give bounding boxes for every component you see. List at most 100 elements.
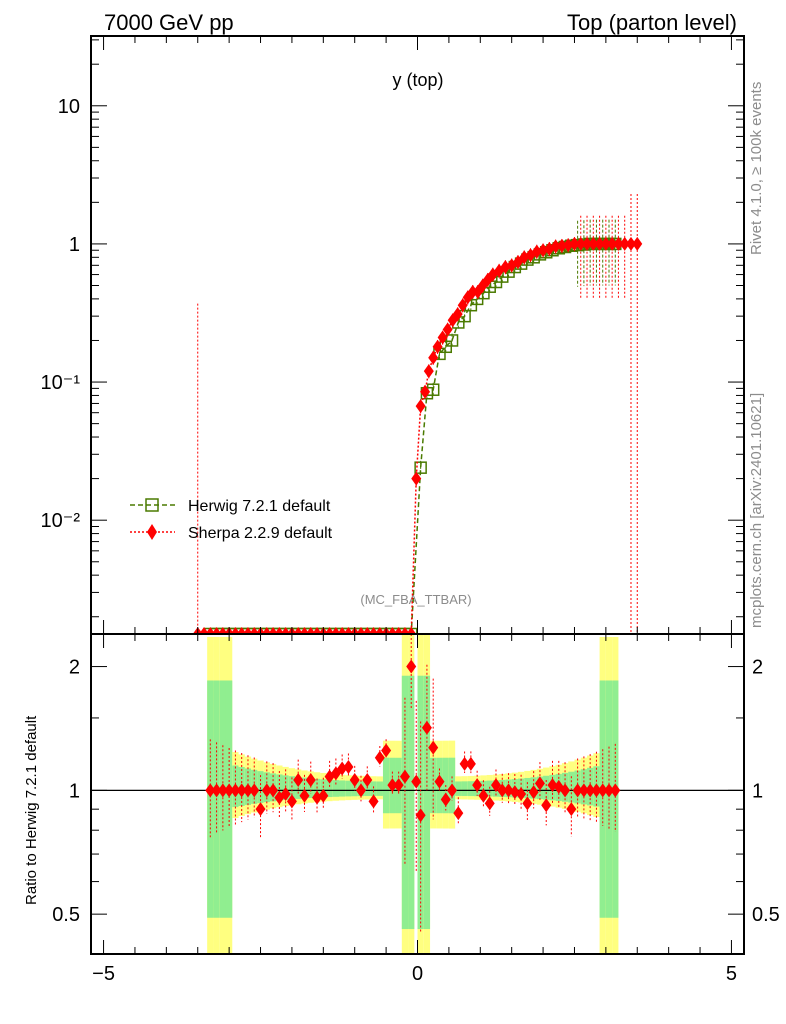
y-tick-label: 10 — [58, 96, 80, 118]
mc-band-green — [339, 780, 346, 797]
mc-band-green — [364, 781, 371, 797]
sherpa-marker — [312, 627, 323, 634]
y-tick-label: 10⁻¹ — [41, 372, 81, 394]
y-tick-label: 2 — [69, 657, 80, 679]
sherpa-marker — [432, 339, 443, 354]
sherpa-marker — [293, 627, 304, 634]
sherpa-marker — [230, 627, 241, 634]
y-tick-label-right: 0.5 — [752, 904, 780, 926]
sherpa-marker — [563, 238, 574, 253]
ratio-marker — [497, 783, 508, 798]
sherpa-marker — [452, 307, 463, 322]
mc-band-green — [543, 775, 550, 800]
sherpa-marker — [415, 399, 426, 414]
ratio-marker — [566, 802, 577, 817]
ratio-marker — [585, 783, 596, 798]
ratio-marker — [484, 796, 495, 811]
sherpa-marker — [205, 627, 216, 634]
upper-frame — [90, 35, 745, 635]
sherpa-marker — [399, 627, 410, 634]
mcplots-label: mcplots.cern.ch [arXiv:2401.10621] — [748, 393, 765, 628]
header-left: 7000 GeV pp — [104, 10, 234, 35]
ratio-marker — [299, 788, 310, 803]
sherpa-marker — [268, 627, 279, 634]
header-right: Top (parton level) — [567, 10, 737, 35]
y-tick-label: 0.5 — [52, 904, 80, 926]
ratio-marker — [610, 783, 621, 798]
sherpa-marker — [211, 627, 222, 634]
mc-band-green — [320, 779, 327, 798]
sherpa-marker — [594, 236, 605, 251]
ratio-marker — [453, 806, 464, 821]
sherpa-marker — [442, 322, 453, 337]
ratio-marker — [374, 750, 385, 765]
x-tick-label: 5 — [726, 963, 737, 985]
sherpa-marker — [467, 284, 478, 299]
ratio-marker — [572, 783, 583, 798]
ratio-marker — [268, 783, 279, 798]
ratio-marker — [578, 783, 589, 798]
ratio-marker — [337, 761, 348, 776]
mc-band-green — [455, 781, 462, 796]
mc-band-green — [345, 780, 352, 797]
ratio-marker — [280, 786, 291, 801]
ratio-marker — [534, 776, 545, 791]
ratio-marker — [343, 759, 354, 774]
sherpa-marker — [199, 627, 210, 634]
sherpa-marker — [607, 236, 618, 251]
legend-sherpa-marker — [147, 524, 157, 540]
sherpa-marker — [242, 627, 253, 634]
ratio-marker — [516, 786, 527, 801]
sherpa-marker — [600, 236, 611, 251]
sherpa-marker — [538, 243, 549, 258]
x-tick-label: −5 — [92, 963, 115, 985]
sherpa-marker — [582, 236, 593, 251]
sherpa-marker — [550, 239, 561, 254]
ratio-marker — [242, 783, 253, 798]
mc-band-green — [370, 781, 377, 796]
ratio-marker — [355, 783, 366, 798]
ratio-marker — [434, 774, 445, 789]
ratio-marker — [230, 783, 241, 798]
sherpa-marker — [406, 627, 417, 634]
ratio-marker — [368, 794, 379, 809]
ratio-marker — [591, 783, 602, 798]
x-tick-label: 0 — [412, 963, 423, 985]
sherpa-marker — [575, 236, 586, 251]
mc-band-green — [225, 680, 233, 918]
sherpa-marker — [619, 236, 630, 251]
ratio-marker — [406, 659, 417, 674]
mc-band-green — [332, 780, 340, 797]
sherpa-marker — [411, 471, 422, 486]
ratio-marker — [236, 783, 247, 798]
ratio-marker — [249, 783, 260, 798]
sherpa-marker — [569, 236, 580, 251]
sherpa-marker — [368, 627, 379, 634]
y-tick-label-right: 1 — [752, 780, 763, 802]
ratio-marker — [286, 794, 297, 809]
sherpa-line — [197, 243, 638, 634]
sherpa-marker — [556, 238, 567, 253]
mc-band-green — [351, 780, 358, 797]
ratio-marker — [205, 783, 216, 798]
ratio-marker — [528, 785, 539, 800]
y-tick-label: 10⁻² — [41, 510, 81, 532]
sherpa-marker — [305, 627, 316, 634]
ratio-marker — [490, 778, 501, 793]
ratio-marker — [459, 756, 470, 771]
legend-sherpa-label: Sherpa 2.2.9 default — [188, 525, 333, 542]
sherpa-marker — [387, 627, 398, 634]
ratio-marker — [547, 778, 558, 793]
sherpa-marker — [632, 236, 643, 251]
ratio-marker — [421, 720, 432, 735]
sherpa-marker — [428, 350, 439, 365]
mc-band-green — [430, 757, 437, 814]
ratio-marker — [293, 772, 304, 787]
mc-band-green — [461, 781, 468, 796]
mc-band-green — [423, 675, 431, 930]
sherpa-marker — [362, 627, 373, 634]
plot-title: y (top) — [392, 70, 443, 90]
legend: Herwig 7.2.1 default Sherpa 2.2.9 defaul… — [130, 498, 333, 542]
sherpa-marker — [393, 627, 404, 634]
ratio-marker — [224, 783, 235, 798]
